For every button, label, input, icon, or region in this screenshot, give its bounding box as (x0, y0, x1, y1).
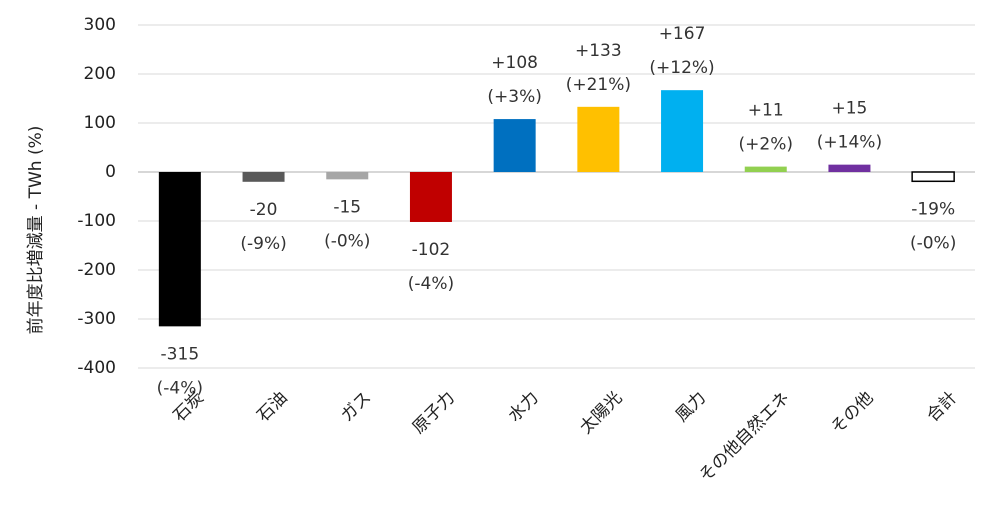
y-tick-label: 200 (84, 64, 116, 84)
y-axis-ticks: 300 200 100 0 -100 -200 -300 -400 (77, 15, 116, 378)
percent-label: (-9%) (240, 234, 286, 254)
percent-label: (+12%) (649, 58, 714, 78)
bar (493, 119, 536, 172)
y-tick-label: -100 (77, 211, 116, 231)
y-tick-label: -300 (77, 309, 116, 329)
percent-label: (+2%) (739, 135, 793, 155)
value-label: -315 (161, 344, 200, 364)
bars (158, 90, 955, 327)
y-tick-label: 100 (84, 113, 116, 133)
bar (326, 172, 369, 180)
bar (911, 171, 955, 183)
percent-label: (-0%) (910, 233, 956, 253)
y-axis-label: 前年度比増減量 - TWh (%) (26, 126, 46, 335)
percent-label: (-4%) (157, 378, 203, 398)
value-label: -20 (250, 200, 278, 220)
bar (744, 166, 787, 172)
y-tick-label: 0 (105, 162, 116, 182)
bar (577, 106, 620, 172)
category-label: 原子力 (409, 388, 459, 438)
gridlines (138, 24, 975, 369)
value-label: +108 (491, 53, 538, 73)
percent-label: (+3%) (487, 87, 541, 107)
percent-label: (+21%) (566, 75, 631, 95)
category-label: 太陽光 (576, 388, 626, 438)
percent-label: (-0%) (324, 231, 370, 251)
bar (409, 172, 452, 222)
bar (242, 172, 285, 182)
value-label: -15 (333, 197, 361, 217)
category-label: その他 (827, 388, 877, 438)
value-label: -102 (412, 240, 451, 260)
category-label: ガス (337, 388, 375, 426)
y-tick-label: -200 (77, 260, 116, 280)
y-tick-label: 300 (84, 15, 116, 35)
data-labels: -315 (-4%) -20 (-9%) -15 (-0%) -102 (-4%) +108 (+… (157, 24, 957, 398)
y-tick-label: -400 (77, 358, 116, 378)
category-label: 合計 (923, 388, 961, 426)
value-label: -19% (911, 199, 955, 219)
value-label: +167 (659, 24, 706, 44)
category-label: 風力 (672, 388, 710, 426)
category-label: 石油 (253, 388, 291, 426)
percent-label: (+14%) (817, 133, 882, 153)
category-label: その他自然エネ (695, 388, 793, 486)
category-label: 水力 (504, 388, 542, 426)
bar (828, 164, 871, 172)
bar (661, 90, 704, 172)
bar (158, 172, 201, 327)
value-label: +133 (575, 41, 622, 61)
value-label: +11 (748, 101, 784, 121)
percent-label: (-4%) (408, 274, 454, 294)
value-label: +15 (832, 99, 868, 119)
